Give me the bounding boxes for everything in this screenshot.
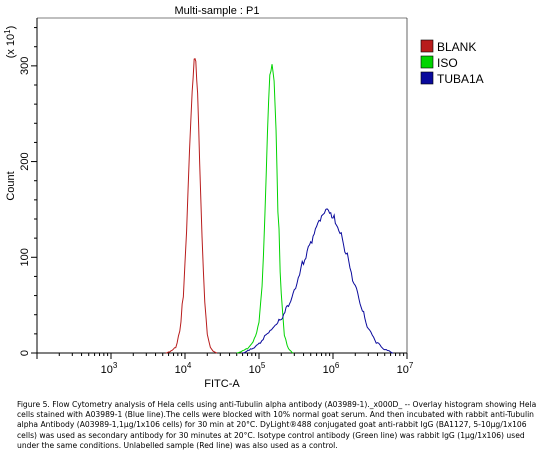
plot-area [36, 17, 408, 354]
figure-caption: Figure 5. Flow Cytometry analysis of Hel… [17, 400, 537, 450]
x-tick-label: 106 [323, 361, 340, 376]
x-tick-label: 107 [397, 361, 414, 376]
legend-label-iso: ISO [437, 56, 458, 70]
y-tick-label: 100 [19, 248, 31, 266]
legend-swatch-iso [420, 55, 434, 69]
y-tick-label: 0 [19, 350, 31, 356]
series-layer [165, 58, 394, 354]
y-axis: 0 100 200 300 [19, 27, 37, 356]
legend-label-tuba1a: TUBA1A [437, 72, 484, 86]
legend-label-blank: BLANK [437, 40, 476, 54]
legend-swatch-tuba1a [420, 71, 434, 85]
x-tick-label: 104 [175, 361, 192, 376]
series-line-blank [165, 58, 218, 354]
legend: BLANK ISO TUBA1A [420, 39, 484, 86]
chart-title: Multi-sample : P1 [175, 5, 260, 17]
legend-swatch-blank [420, 39, 434, 53]
series-line-tuba1a [242, 208, 394, 354]
x-tick-label: 103 [101, 361, 118, 376]
y-tick-label: 200 [19, 152, 31, 170]
x-tick-label: 105 [249, 361, 266, 376]
x-axis: 103 104 105 106 107 [36, 353, 414, 376]
x-axis-title: FITC-A [204, 378, 240, 390]
series-line-iso [236, 64, 294, 354]
y-tick-label: 300 [19, 57, 31, 75]
y-axis-title: Count [5, 171, 17, 200]
y-axis-multiplier: (x 101) [3, 26, 17, 59]
